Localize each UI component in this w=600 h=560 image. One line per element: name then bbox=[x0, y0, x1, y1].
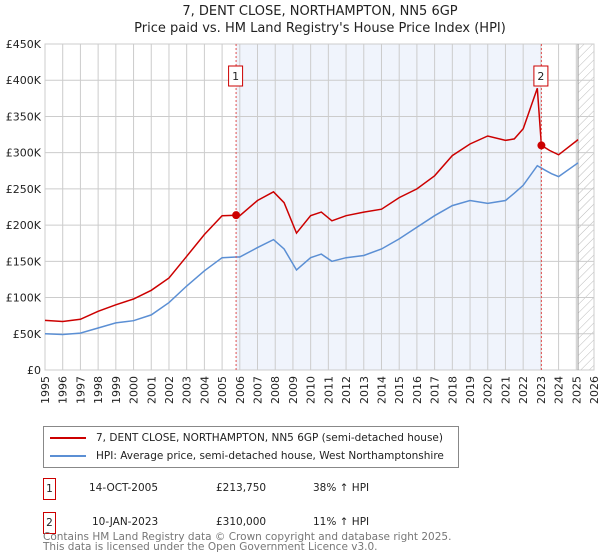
property-price-line bbox=[44, 87, 579, 323]
y-tick-label: £350K bbox=[6, 110, 42, 123]
x-tick-label: 2024 bbox=[553, 376, 566, 404]
x-tick-label: 2026 bbox=[588, 376, 600, 404]
x-tick-label: 2015 bbox=[393, 376, 406, 404]
y-tick-label: £400K bbox=[6, 74, 42, 87]
x-tick-label: 2019 bbox=[464, 376, 477, 404]
x-tick-label: 2022 bbox=[517, 376, 530, 404]
footer-line-2: This data is licensed under the Open Gov… bbox=[43, 541, 378, 553]
legend-label-hpi: HPI: Average price, semi-detached house,… bbox=[96, 450, 444, 462]
x-tick-label: 2011 bbox=[322, 376, 335, 404]
sale-point bbox=[537, 141, 546, 150]
x-tick-label: 2000 bbox=[128, 376, 141, 404]
sale-badge-box bbox=[533, 65, 549, 87]
x-tick-label: 1996 bbox=[57, 376, 70, 404]
x-tick-label: 2002 bbox=[163, 376, 176, 404]
sale-badge-box bbox=[228, 65, 244, 87]
x-tick-label: 2003 bbox=[181, 376, 194, 404]
y-tick-label: £450K bbox=[6, 38, 42, 51]
sale-price: £213,750 bbox=[216, 482, 267, 494]
x-tick-label: 1995 bbox=[39, 376, 52, 404]
y-tick-label: £250K bbox=[6, 183, 42, 196]
sale-badge-label: 2 bbox=[537, 70, 544, 83]
legend-red-line bbox=[50, 437, 86, 439]
legend-label-property: 7, DENT CLOSE, NORTHAMPTON, NN5 6GP (sem… bbox=[96, 432, 443, 444]
sale-date: 10-JAN-2023 bbox=[92, 516, 159, 528]
x-tick-label: 1997 bbox=[74, 376, 87, 404]
x-tick-label: 2025 bbox=[570, 376, 583, 404]
y-tick-label: £300K bbox=[6, 147, 42, 160]
shaded-ownership-region bbox=[236, 44, 542, 370]
chart-title: 7, DENT CLOSE, NORTHAMPTON, NN5 6GP bbox=[182, 4, 458, 19]
x-tick-label: 1999 bbox=[110, 376, 123, 404]
x-tick-label: 2013 bbox=[358, 376, 371, 404]
x-tick-label: 2007 bbox=[252, 376, 265, 404]
x-tick-label: 2006 bbox=[234, 376, 247, 404]
footer-line-1: Contains HM Land Registry data © Crown c… bbox=[43, 531, 452, 543]
x-tick-label: 2018 bbox=[446, 376, 459, 404]
x-tick-label: 1998 bbox=[92, 376, 105, 404]
x-tick-label: 2023 bbox=[535, 376, 548, 404]
x-tick-label: 2008 bbox=[269, 376, 282, 404]
x-tick-label: 2010 bbox=[305, 376, 318, 404]
chart: 1 2 1995 1996 1997 1998 1999 2000 2001 2002 2003 20… bbox=[6, 38, 600, 404]
sale-price: £310,000 bbox=[216, 516, 267, 528]
x-tick-label: 2016 bbox=[411, 376, 424, 404]
y-tick-label: £200K bbox=[6, 219, 42, 232]
sale-hpi: 11% ↑ HPI bbox=[313, 516, 370, 528]
x-tick-label: 2009 bbox=[287, 376, 300, 404]
sale-point bbox=[232, 211, 241, 220]
sale-badge-label: 1 bbox=[232, 70, 239, 83]
x-tick-label: 2014 bbox=[375, 376, 388, 404]
legend: 7, DENT CLOSE, NORTHAMPTON, NN5 6GP (sem… bbox=[43, 426, 459, 468]
forecast-hatch bbox=[578, 44, 594, 370]
x-tick-label: 2001 bbox=[145, 376, 158, 404]
x-tick-label: 2004 bbox=[198, 376, 211, 404]
x-tick-label: 2020 bbox=[482, 376, 495, 404]
sale-row-2: 2 10-JAN-2023 £310,000 11% ↑ HPI bbox=[43, 512, 443, 534]
legend-blue-line bbox=[50, 455, 86, 457]
hpi-line bbox=[44, 162, 579, 336]
chart-subtitle: Price paid vs. HM Land Registry's House … bbox=[134, 21, 506, 36]
plot-border bbox=[44, 43, 595, 371]
x-tick-label: 2021 bbox=[499, 376, 512, 404]
y-tick-label: £100K bbox=[6, 292, 42, 305]
x-tick-label: 2012 bbox=[340, 376, 353, 404]
sale-hpi: 38% ↑ HPI bbox=[313, 482, 370, 494]
footer: Contains HM Land Registry data © Crown c… bbox=[43, 531, 452, 553]
sale-row-1: 1 14-OCT-2005 £213,750 38% ↑ HPI bbox=[43, 478, 443, 500]
y-tick-label: £50K bbox=[13, 328, 42, 341]
x-tick-label: 2005 bbox=[216, 376, 229, 404]
x-tick-label: 2017 bbox=[429, 376, 442, 404]
sale-badge: 2 bbox=[43, 512, 56, 534]
sale-badge: 1 bbox=[43, 478, 56, 500]
y-tick-label: £0 bbox=[27, 364, 41, 377]
sale-date: 14-OCT-2005 bbox=[89, 482, 158, 494]
y-tick-label: £150K bbox=[6, 255, 42, 268]
